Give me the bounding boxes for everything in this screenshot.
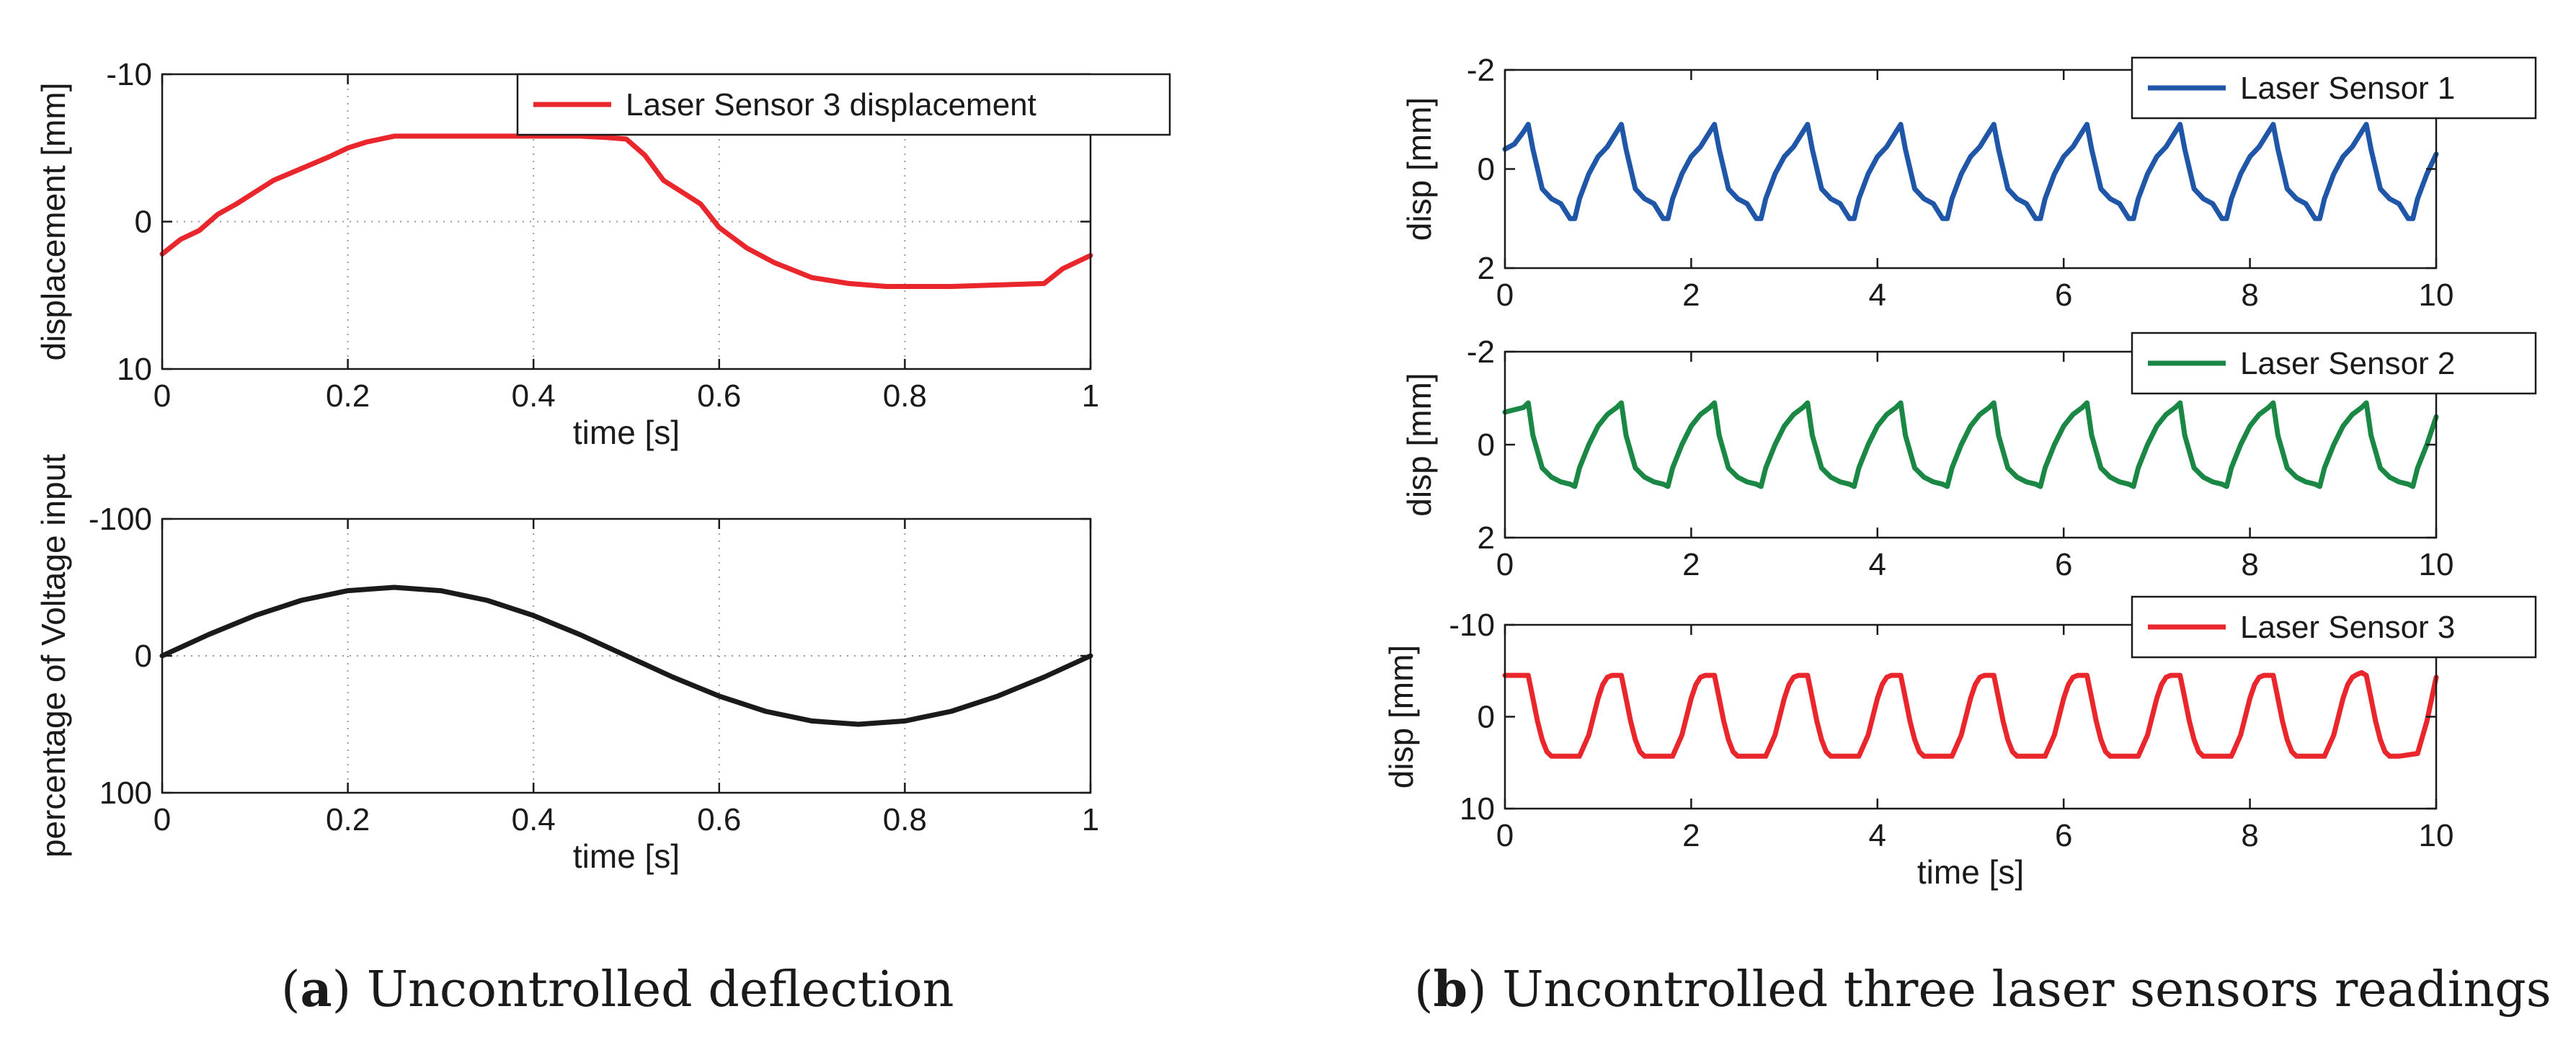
xtick-label: 2 bbox=[1682, 547, 1700, 582]
xtick-label: 4 bbox=[1869, 277, 1886, 313]
xtick-label: 8 bbox=[2241, 277, 2258, 313]
caption-b-text: Uncontrolled three laser sensors reading… bbox=[1502, 961, 2551, 1018]
series-line-a_top-0 bbox=[159, 133, 1093, 289]
xtick-label: 2 bbox=[1682, 277, 1700, 313]
xtick-label: 0.4 bbox=[512, 802, 556, 837]
legend-label: Laser Sensor 3 bbox=[2240, 610, 2455, 645]
xtick-label: 0.8 bbox=[883, 802, 927, 837]
xtick-label: 0.2 bbox=[326, 802, 370, 837]
xtick-label: 0.8 bbox=[883, 378, 927, 414]
x-axis-label: time [s] bbox=[573, 414, 680, 451]
caption-b: (b) Uncontrolled three laser sensors rea… bbox=[1414, 961, 2551, 1018]
xtick-label: 0.2 bbox=[326, 378, 370, 414]
legend-label: Laser Sensor 3 displacement bbox=[626, 87, 1036, 123]
ytick-label: 0 bbox=[1478, 152, 1495, 187]
ytick-label: 10 bbox=[1460, 791, 1495, 827]
caption-a-text: Uncontrolled deflection bbox=[367, 961, 954, 1018]
xtick-label: 10 bbox=[2419, 547, 2454, 582]
xtick-label: 6 bbox=[2055, 818, 2072, 853]
xtick-label: 8 bbox=[2241, 547, 2258, 582]
xtick-label: 10 bbox=[2419, 277, 2454, 313]
ytick-label: 0 bbox=[1478, 427, 1495, 463]
y-axis-label: percentage of Voltage input bbox=[35, 454, 72, 858]
xtick-label: 1 bbox=[1082, 378, 1099, 414]
ytick-label: -10 bbox=[106, 57, 152, 92]
series-line-b_mid-0 bbox=[1502, 400, 2439, 489]
xtick-label: 4 bbox=[1869, 547, 1886, 582]
ytick-label: 10 bbox=[117, 352, 152, 387]
ytick-label: -10 bbox=[1449, 608, 1495, 643]
x-axis-label: time [s] bbox=[573, 837, 680, 875]
legend-label: Laser Sensor 1 bbox=[2240, 71, 2455, 106]
xtick-label: 0 bbox=[1496, 277, 1514, 313]
xtick-label: 4 bbox=[1869, 818, 1886, 853]
ytick-label: 100 bbox=[99, 775, 152, 811]
x-axis-label: time [s] bbox=[1917, 853, 2024, 891]
ytick-label: -100 bbox=[89, 502, 152, 537]
caption-a-letter: a bbox=[301, 961, 332, 1018]
caption-b-letter: b bbox=[1434, 961, 1468, 1018]
y-axis-label: disp [mm] bbox=[1382, 645, 1420, 788]
series-line-b_top-0 bbox=[1502, 122, 2439, 221]
legend-b_top: Laser Sensor 1 bbox=[2131, 56, 2537, 120]
xtick-label: 0 bbox=[1496, 818, 1514, 853]
xtick-label: 1 bbox=[1082, 802, 1099, 837]
legend-label: Laser Sensor 2 bbox=[2240, 346, 2455, 381]
xtick-label: 0 bbox=[1496, 547, 1514, 582]
ytick-label: -2 bbox=[1467, 53, 1495, 88]
series-line-b_bottom-0 bbox=[1502, 670, 2439, 759]
ytick-label: 0 bbox=[1478, 700, 1495, 735]
xtick-label: 6 bbox=[2055, 277, 2072, 313]
ytick-label: 0 bbox=[135, 205, 152, 240]
legend-b_bottom: Laser Sensor 3 bbox=[2131, 595, 2537, 659]
xtick-label: 6 bbox=[2055, 547, 2072, 582]
ytick-label: -2 bbox=[1467, 334, 1495, 370]
y-axis-label: disp [mm] bbox=[1400, 373, 1438, 516]
xtick-label: 0 bbox=[154, 802, 171, 837]
ytick-label: 2 bbox=[1478, 520, 1495, 556]
legend-b_mid: Laser Sensor 2 bbox=[2131, 332, 2537, 395]
y-axis-label: displacement [mm] bbox=[35, 82, 72, 360]
legend-a_top: Laser Sensor 3 displacement bbox=[516, 73, 1171, 136]
legend-box bbox=[516, 73, 1171, 136]
ytick-label: 0 bbox=[135, 639, 152, 674]
xtick-label: 0.4 bbox=[512, 378, 556, 414]
xtick-label: 2 bbox=[1682, 818, 1700, 853]
y-axis-label: disp [mm] bbox=[1400, 97, 1438, 241]
xtick-label: 10 bbox=[2419, 818, 2454, 853]
caption-a: (a) Uncontrolled deflection bbox=[281, 961, 954, 1018]
xtick-label: 0.6 bbox=[697, 378, 741, 414]
xtick-label: 0 bbox=[154, 378, 171, 414]
xtick-label: 8 bbox=[2241, 818, 2258, 853]
xtick-label: 0.6 bbox=[697, 802, 741, 837]
ytick-label: 2 bbox=[1478, 251, 1495, 286]
series-line-a_bottom-0 bbox=[159, 584, 1093, 727]
